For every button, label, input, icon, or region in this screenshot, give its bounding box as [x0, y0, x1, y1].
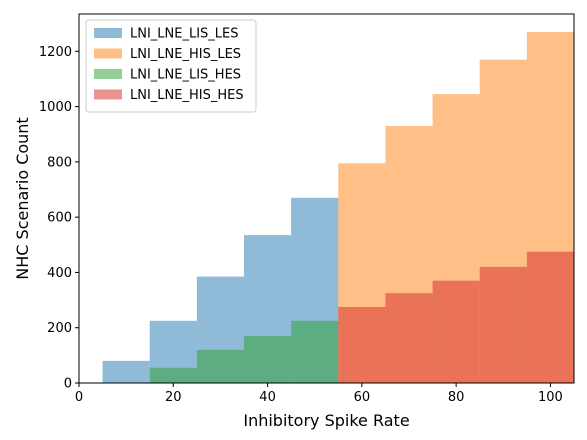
legend-swatch-2	[94, 69, 122, 79]
y-tick-label-5: 1000	[39, 100, 72, 115]
y-tick-label-0: 0	[64, 377, 72, 392]
bar-series-2-bin-3	[291, 320, 339, 383]
legend-label-1: LNI_LNE_HIS_LES	[130, 47, 241, 62]
x-tick-label-5: 100	[538, 390, 563, 405]
legend-box	[85, 19, 257, 113]
bar-series-3-bin-2	[432, 280, 480, 383]
legend: LNI_LNE_LIS_LES LNI_LNE_HIS_LES LNI_LNE_LI…	[85, 19, 257, 113]
bar-series-2-bin-0	[149, 367, 197, 383]
y-tick-label-6: 1200	[39, 45, 72, 60]
legend-swatch-1	[94, 48, 122, 59]
x-tick-label-4: 80	[448, 390, 465, 405]
x-axis-ticks: 0 20 40 60 80 100	[75, 383, 563, 405]
legend-label-0: LNI_LNE_LIS_LES	[130, 27, 239, 42]
bar-series-3-bin-1	[385, 293, 433, 383]
x-axis-label: Inhibitory Spike Rate	[243, 411, 409, 430]
legend-swatch-3	[94, 89, 122, 100]
y-axis-label: NHC Scenario Count	[13, 117, 32, 279]
x-tick-label-0: 0	[75, 390, 83, 405]
bar-series-3-bin-3	[479, 266, 527, 383]
bars-layer	[102, 31, 574, 384]
legend-label-3: LNI_LNE_HIS_HES	[130, 88, 244, 103]
y-tick-label-2: 400	[47, 266, 72, 281]
legend-label-2: LNI_LNE_LIS_HES	[130, 68, 241, 83]
bar-series-3-bin-4	[526, 251, 574, 383]
y-tick-label-3: 600	[47, 211, 72, 226]
y-tick-label-1: 200	[47, 321, 72, 336]
bar-series-0-bin-0	[102, 360, 150, 383]
x-tick-label-1: 20	[165, 390, 182, 405]
legend-swatch-0	[94, 28, 122, 38]
bar-series-3-bin-0	[338, 306, 386, 383]
y-tick-label-4: 800	[47, 155, 72, 170]
x-tick-label-2: 40	[259, 390, 276, 405]
bar-series-2-bin-2	[244, 336, 292, 383]
bar-series-2-bin-1	[196, 349, 244, 383]
y-axis-ticks: 0 200 400 600 800 1000 1200	[39, 45, 79, 392]
x-tick-label-3: 60	[354, 390, 371, 405]
plot-frame	[78, 13, 575, 384]
